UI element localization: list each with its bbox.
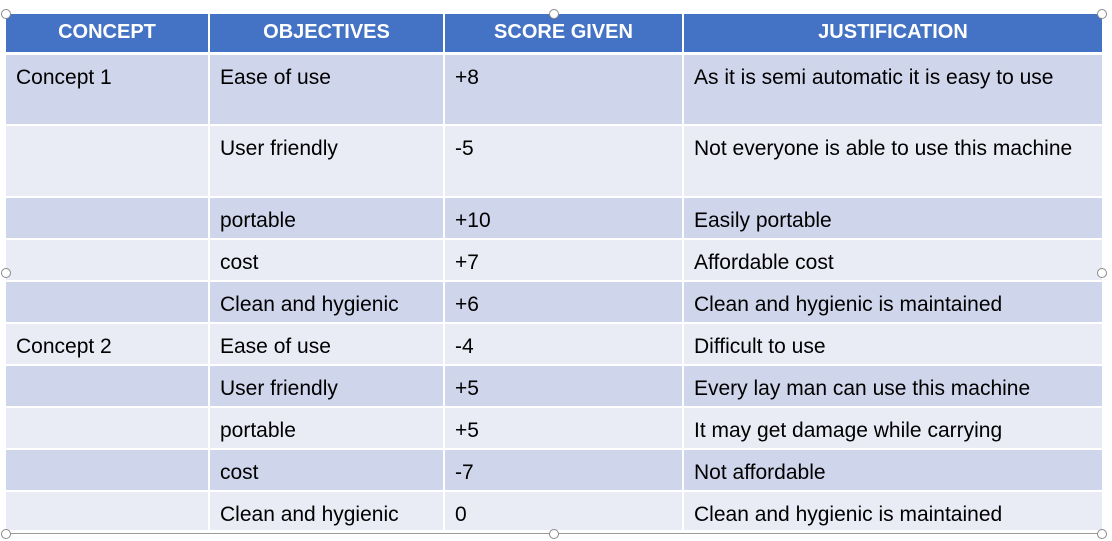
score-cell: +5 [444,407,684,450]
score-cell: +10 [444,197,684,240]
score-cell: 0 [444,491,684,532]
header-concept: CONCEPT [6,14,210,55]
header-objectives: OBJECTIVES [209,14,445,55]
resize-handle-bottom-right[interactable] [1097,529,1107,539]
objective-cell: cost [209,449,445,492]
concept-scoring-table: CONCEPT OBJECTIVES SCORE GIVEN JUSTIFICA… [6,14,1102,532]
objective-cell: cost [209,239,445,282]
table-row: Concept 1 Ease of use +8 As it is semi a… [6,53,1102,126]
table-row: User friendly +5 Every lay man can use t… [6,365,1102,408]
score-cell: -4 [444,323,684,366]
objective-cell: User friendly [209,125,445,198]
table-row: Clean and hygienic 0 Clean and hygienic … [6,491,1102,532]
resize-handle-top-right[interactable] [1097,9,1107,19]
objective-cell: portable [209,197,445,240]
score-cell: +8 [444,53,684,126]
score-cell: +5 [444,365,684,408]
justification-cell: Easily portable [683,197,1102,240]
concept-cell [6,125,210,198]
score-cell: -5 [444,125,684,198]
concept-cell [6,449,210,492]
concept-cell: Concept 2 [6,323,210,366]
objective-cell: User friendly [209,365,445,408]
justification-cell: Not everyone is able to use this machine [683,125,1102,198]
table-row: cost +7 Affordable cost [6,239,1102,282]
concept-cell: Concept 1 [6,53,210,126]
justification-cell: Difficult to use [683,323,1102,366]
concept-cell [6,407,210,450]
table-row: portable +5 It may get damage while carr… [6,407,1102,450]
score-cell: -7 [444,449,684,492]
concept-cell [6,491,210,532]
objective-cell: Ease of use [209,53,445,126]
resize-handle-bottom-left[interactable] [1,529,11,539]
table-row: Clean and hygienic +6 Clean and hygienic… [6,281,1102,324]
objective-cell: Clean and hygienic [209,281,445,324]
justification-cell: Affordable cost [683,239,1102,282]
justification-cell: Every lay man can use this machine [683,365,1102,408]
justification-cell: Clean and hygienic is maintained [683,491,1102,532]
resize-handle-top-center[interactable] [549,9,559,19]
score-cell: +6 [444,281,684,324]
concept-cell [6,365,210,408]
resize-handle-top-left[interactable] [1,9,11,19]
score-cell: +7 [444,239,684,282]
objective-cell: Ease of use [209,323,445,366]
justification-cell: As it is semi automatic it is easy to us… [683,53,1102,126]
concept-cell [6,239,210,282]
justification-cell: It may get damage while carrying [683,407,1102,450]
header-score-given: SCORE GIVEN [444,14,684,55]
resize-handle-middle-right[interactable] [1097,268,1107,278]
concept-cell [6,197,210,240]
justification-cell: Not affordable [683,449,1102,492]
resize-handle-middle-left[interactable] [1,268,11,278]
table-row: portable +10 Easily portable [6,197,1102,240]
objective-cell: Clean and hygienic [209,491,445,532]
table-row: User friendly -5 Not everyone is able to… [6,125,1102,198]
header-row: CONCEPT OBJECTIVES SCORE GIVEN JUSTIFICA… [6,14,1102,55]
concept-cell [6,281,210,324]
justification-cell: Clean and hygienic is maintained [683,281,1102,324]
objective-cell: portable [209,407,445,450]
resize-handle-bottom-center[interactable] [549,529,559,539]
header-justification: JUSTIFICATION [683,14,1102,55]
table-row: Concept 2 Ease of use -4 Difficult to us… [6,323,1102,366]
table-row: cost -7 Not affordable [6,449,1102,492]
